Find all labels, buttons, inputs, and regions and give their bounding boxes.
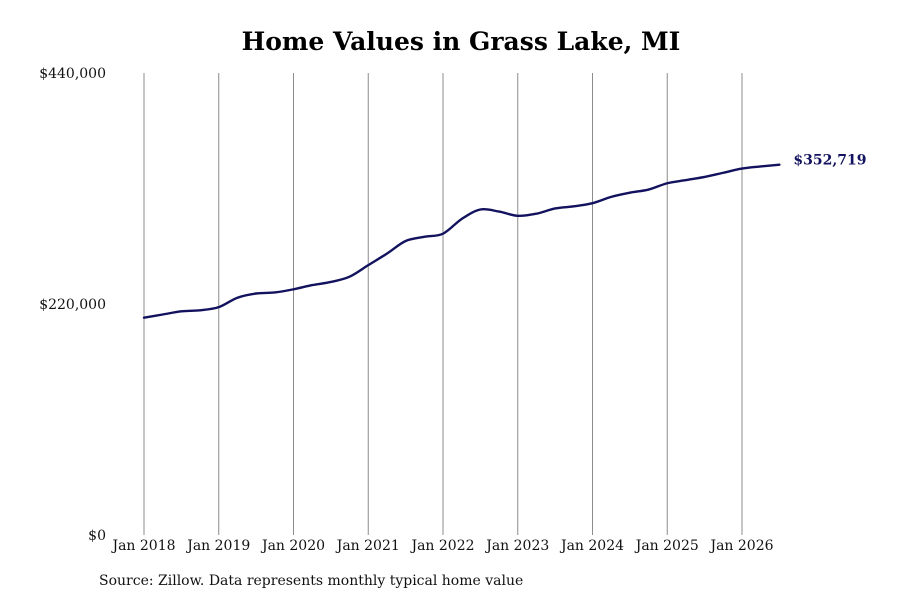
x-tick-label: Jan 2025: [634, 538, 699, 554]
end-value-label-layer: $352,719: [793, 153, 866, 169]
x-axis-tick-labels: Jan 2018 Jan 2019 Jan 2020 Jan 2021 Jan 2022…: [110, 538, 773, 554]
x-tick-label: Jan 2020: [260, 538, 325, 554]
x-tick-label: Jan 2018: [110, 538, 175, 554]
end-value-label: $352,719: [793, 153, 866, 169]
x-tick-label: Jan 2022: [409, 538, 474, 554]
x-tick-label: Jan 2019: [185, 538, 250, 554]
source-note: Source: Zillow. Data represents monthly …: [99, 573, 524, 589]
x-tick-label: Jan 2021: [335, 538, 400, 554]
x-tick-label: Jan 2023: [484, 538, 549, 554]
chart-title: Home Values in Grass Lake, MI: [241, 27, 681, 56]
series-layer: [142, 163, 781, 319]
y-tick-label: $220,000: [39, 297, 106, 313]
series-line-home-value: [142, 163, 781, 319]
y-tick-label: $440,000: [39, 66, 106, 82]
grid-lines: [143, 73, 743, 535]
x-tick-label: Jan 2024: [559, 538, 624, 554]
x-tick-label: Jan 2026: [708, 538, 773, 554]
y-tick-label: $0: [88, 528, 106, 544]
y-axis-tick-labels: $0 $220,000 $440,000: [39, 66, 106, 544]
